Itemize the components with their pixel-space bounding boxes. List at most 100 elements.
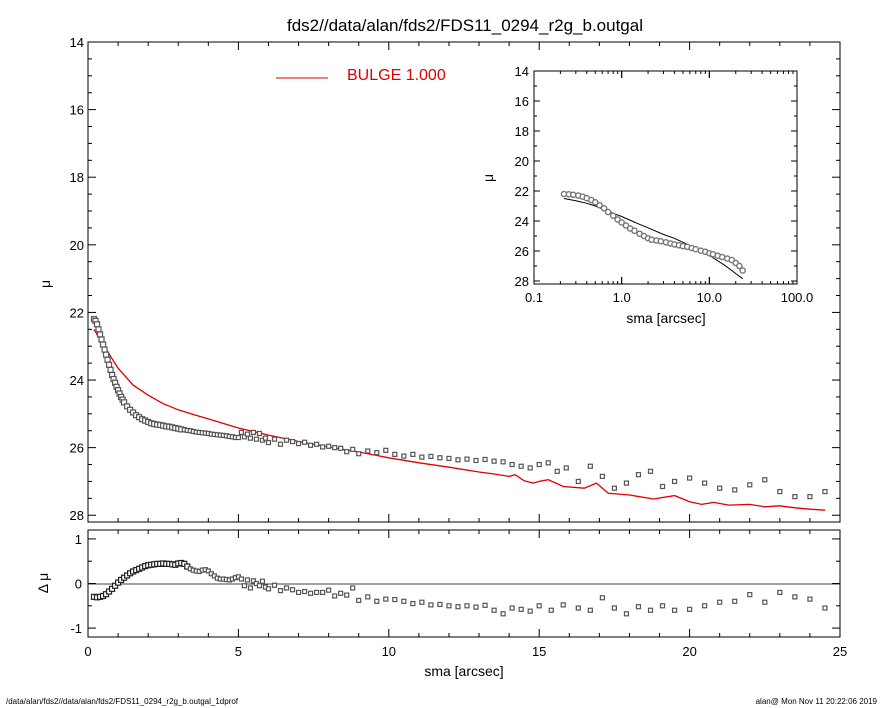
inset-data-point [591, 198, 599, 206]
inset-y-tick-label: 20 [515, 154, 529, 169]
residual-point [473, 604, 479, 610]
inset-plot: 14 16 18 20 22 24 26 28 0.1 1.0 10.0 100.0 μ sma [… [480, 64, 813, 326]
data-point [350, 446, 356, 452]
data-point [500, 459, 506, 465]
residual-point [500, 611, 506, 617]
data-point [464, 456, 470, 462]
residual-point [732, 598, 738, 604]
main-y-tick-label: 26 [70, 441, 84, 456]
data-point [301, 439, 308, 445]
main-y-tick-label: 18 [70, 170, 84, 185]
data-point [717, 485, 723, 491]
residual-point [536, 603, 542, 609]
data-point [102, 351, 110, 358]
data-point [575, 478, 581, 485]
residual-point [283, 585, 290, 591]
residual-point [383, 596, 389, 602]
residual-point [807, 596, 813, 602]
residual-x-axis: 0 5 10 15 20 25 [84, 530, 847, 659]
residual-point [762, 599, 768, 605]
legend-label: BULGE 1.000 [347, 67, 446, 84]
data-point [289, 438, 296, 445]
inset-plot-background [534, 71, 797, 284]
inset-y-axis: 14 16 18 20 22 24 26 28 [515, 64, 797, 289]
residual-point [259, 578, 266, 584]
residual-point [247, 585, 254, 591]
inset-y-tick-label: 18 [515, 124, 529, 139]
residual-y-axis: 1 0 -1 [70, 532, 840, 636]
residual-point [599, 595, 605, 601]
residual-point [587, 607, 593, 613]
data-point [332, 445, 338, 451]
data-point [686, 475, 693, 481]
data-point [536, 461, 542, 468]
inset-y-tick-label: 22 [515, 184, 529, 199]
residual-point [437, 601, 443, 608]
data-point [99, 341, 107, 348]
inset-y-tick-label: 28 [515, 274, 529, 289]
residual-y-axis-label: Δ μ [35, 573, 51, 594]
residual-y-tick-label: -1 [70, 621, 82, 636]
data-point [545, 460, 551, 466]
main-y-tick-label: 20 [70, 238, 84, 253]
inset-x-axis: 0.1 1.0 10.0 100.0 [525, 71, 813, 305]
data-point [702, 480, 708, 486]
data-point [437, 455, 443, 461]
inset-y-tick-label: 24 [515, 214, 529, 229]
residual-point [548, 607, 554, 613]
residual-point [374, 598, 380, 604]
inset-data-point [657, 237, 665, 245]
data-point [518, 463, 524, 469]
residual-point [301, 588, 308, 595]
data-point [93, 321, 101, 328]
residual-point [822, 605, 828, 611]
inset-data-point [604, 208, 612, 216]
residual-y-tick-label: 1 [75, 532, 82, 547]
data-point [283, 437, 290, 443]
main-y-tick-label: 24 [70, 373, 84, 388]
data-point [446, 455, 452, 462]
inset-plot-frame [533, 70, 798, 285]
residual-x-tick-label: 25 [833, 644, 847, 659]
inset-y-axis-label: μ [480, 174, 496, 182]
data-point [428, 453, 434, 460]
data-point [401, 453, 407, 459]
bulge-model-line [93, 328, 826, 511]
data-point [747, 482, 753, 488]
residual-point [419, 599, 425, 605]
residual-point [256, 583, 263, 589]
inset-x-tick-label: 100.0 [781, 290, 814, 305]
main-plot-frame [87, 41, 841, 523]
residual-point [635, 604, 642, 610]
residual-point [365, 594, 371, 600]
residual-point [527, 608, 533, 614]
inset-data-point [569, 191, 577, 199]
data-point [356, 451, 362, 457]
data-point [554, 468, 560, 474]
residual-series [90, 559, 828, 617]
residual-point [647, 607, 654, 613]
footer-filepath: /data/alan/fds2//data/alan/fds2/FDS11_02… [6, 697, 239, 706]
data-point [419, 454, 425, 460]
data-point [338, 445, 344, 451]
residual-point [350, 585, 356, 591]
main-y-tick-label: 14 [70, 35, 84, 50]
data-point [587, 463, 593, 469]
residual-point [265, 586, 272, 592]
main-plot: 14 16 18 20 22 24 26 28 μ BULGE 1.000 [37, 35, 841, 523]
inset-model-line [563, 198, 744, 280]
data-point [295, 440, 302, 447]
data-point [265, 439, 272, 446]
inset-data-point [622, 222, 630, 229]
residual-point [575, 605, 581, 611]
residual-point [717, 599, 723, 605]
main-y-tick-label: 22 [70, 305, 84, 320]
data-point [307, 442, 314, 448]
residual-point [686, 606, 693, 612]
data-point [101, 346, 108, 353]
data-point [647, 468, 654, 474]
data-point [253, 436, 260, 442]
data-point [473, 457, 479, 464]
data-point [491, 458, 497, 464]
